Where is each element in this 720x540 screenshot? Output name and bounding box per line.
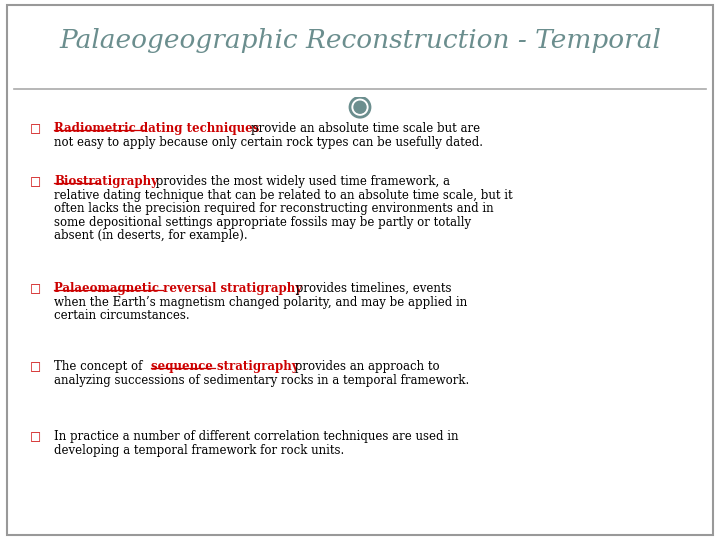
Text: The concept of: The concept of [54, 360, 146, 373]
Circle shape [354, 101, 366, 113]
Text: not easy to apply because only certain rock types can be usefully dated.: not easy to apply because only certain r… [54, 136, 483, 148]
Text: □: □ [30, 122, 41, 135]
Text: Palaeogeographic Reconstruction - Temporal: Palaeogeographic Reconstruction - Tempor… [59, 28, 661, 53]
Text: provide an absolute time scale but are: provide an absolute time scale but are [251, 122, 480, 135]
Text: absent (in deserts, for example).: absent (in deserts, for example). [54, 229, 248, 242]
Text: □: □ [30, 430, 41, 443]
Text: when the Earth’s magnetism changed polarity, and may be applied in: when the Earth’s magnetism changed polar… [54, 295, 467, 309]
Text: □: □ [30, 175, 41, 188]
Text: certain circumstances.: certain circumstances. [54, 309, 189, 322]
Text: Palaeomagnetic reversal stratigraphy: Palaeomagnetic reversal stratigraphy [54, 282, 302, 295]
Text: □: □ [30, 282, 41, 295]
Text: often lacks the precision required for reconstructing environments and in: often lacks the precision required for r… [54, 202, 494, 215]
Text: provides an approach to: provides an approach to [291, 360, 440, 373]
Text: □: □ [30, 360, 41, 373]
Text: provides timelines, events: provides timelines, events [292, 282, 451, 295]
Text: relative dating technique that can be related to an absolute time scale, but it: relative dating technique that can be re… [54, 188, 513, 201]
Text: developing a temporal framework for rock units.: developing a temporal framework for rock… [54, 443, 344, 456]
Text: In practice a number of different correlation techniques are used in: In practice a number of different correl… [54, 430, 459, 443]
Text: Radiometric dating techniques: Radiometric dating techniques [54, 122, 264, 135]
Text: some depositional settings appropriate fossils may be partly or totally: some depositional settings appropriate f… [54, 215, 471, 228]
Text: sequence stratigraphy: sequence stratigraphy [151, 360, 299, 373]
Text: Biostratigraphy: Biostratigraphy [54, 175, 158, 188]
Text: provides the most widely used time framework, a: provides the most widely used time frame… [152, 175, 450, 188]
Text: analyzing successions of sedimentary rocks in a temporal framework.: analyzing successions of sedimentary roc… [54, 374, 469, 387]
